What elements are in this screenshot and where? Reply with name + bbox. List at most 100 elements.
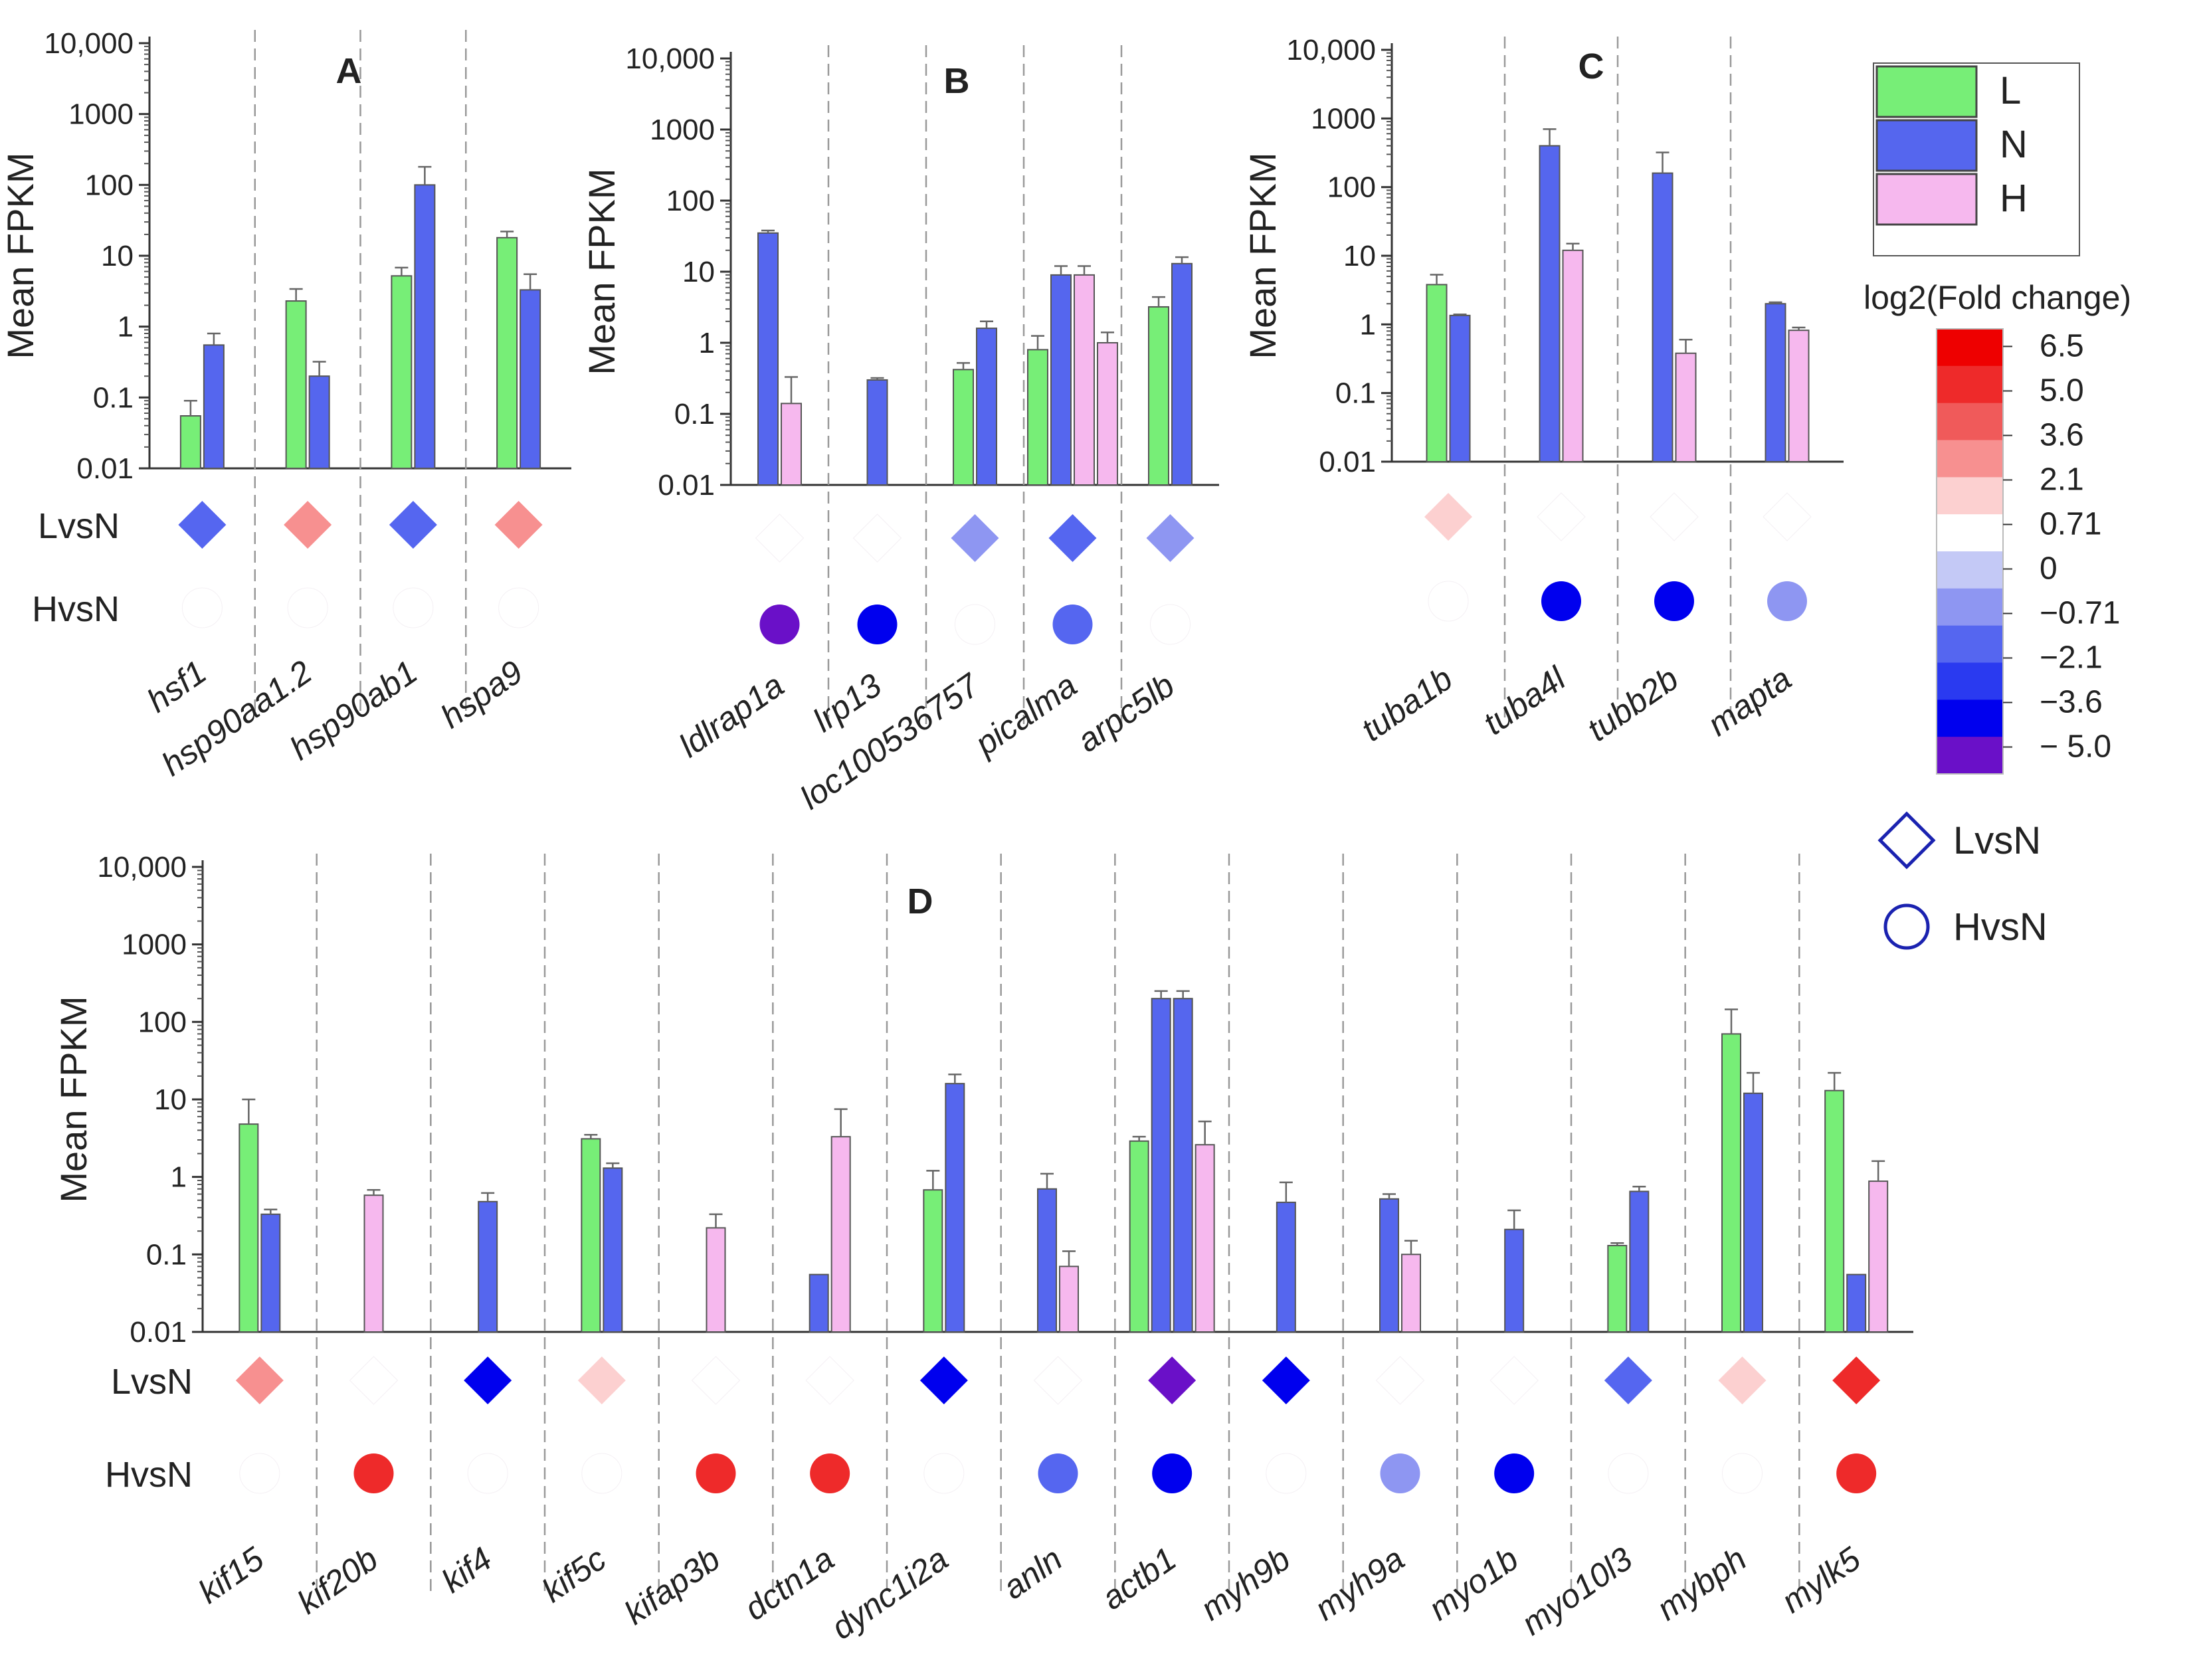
lvsn-diamond-hsp90ab1 (389, 501, 437, 549)
y-axis-label: Mean FPKM (1242, 152, 1284, 359)
lvsn-diamond-kif4 (464, 1356, 512, 1404)
bar-H-picalma (1097, 342, 1118, 486)
category-tubb2b: tubb2b (1580, 37, 1699, 749)
bar-N-dync1i2a (945, 1083, 965, 1333)
colorbar-tick-label: 2.1 (2040, 462, 2084, 498)
row-label-hvsn: HvsN (105, 1455, 193, 1495)
category-label: kif4 (435, 1540, 499, 1600)
category-hsf1: hsf1 (140, 332, 227, 719)
bar-N-loc100536757 (976, 327, 997, 486)
y-tick-label: 100 (1327, 171, 1376, 204)
y-tick-label: 10 (1343, 240, 1376, 272)
hvsn-circle-kif15 (239, 1453, 280, 1494)
bar-N-tuba4l (1539, 145, 1561, 462)
category-label: myo10l3 (1515, 1540, 1639, 1642)
hvsn-circle-dync1i2a (923, 1453, 965, 1494)
y-tick-label: 1 (1360, 308, 1376, 341)
category-label: myh9a (1308, 1540, 1411, 1628)
category-label: kif15 (191, 1540, 270, 1611)
bar-H-mylk5 (1868, 1180, 1889, 1333)
category-myh9a: myh9a (1308, 854, 1425, 1628)
y-axis-label: Mean FPKM (52, 996, 94, 1202)
hvsn-circle-anln (1038, 1453, 1078, 1493)
bar-N-mybph (1743, 1092, 1763, 1333)
colorbar-step (1937, 662, 2003, 701)
legend-swatch-N (1875, 119, 1978, 172)
hvsn-circle-hsf1 (181, 587, 223, 628)
lvsn-diamond-kif20b (349, 1356, 399, 1405)
bar-N-myo1b (1504, 1228, 1525, 1333)
panel-letter: A (336, 51, 362, 91)
bar-N-hspa9 (520, 289, 541, 469)
y-tick-label: 100 (85, 169, 134, 201)
y-tick-label: 0.01 (76, 452, 134, 485)
bar-L-loc100536757 (953, 369, 974, 486)
bar-N-picalma (1050, 274, 1072, 486)
bar-L-picalma (1027, 349, 1048, 486)
lvsn-diamond-actb1 (1148, 1356, 1196, 1404)
y-tick-label: 10,000 (44, 27, 134, 60)
y-tick-label: 0.01 (658, 469, 715, 502)
y-tick-label: 10 (101, 240, 134, 272)
category-label: mapta (1701, 660, 1798, 743)
colorbar-step (1937, 365, 2003, 404)
y-tick-label: 10,000 (97, 851, 187, 884)
category-label: dync1i2a (824, 1540, 955, 1647)
y-tick-label: 100 (138, 1006, 187, 1038)
y-tick-label: 0.1 (146, 1238, 187, 1271)
colorbar-tick-label: −2.1 (2040, 640, 2103, 676)
bar-H-tuba4l (1562, 249, 1584, 462)
bar-H-mapta (1788, 329, 1810, 462)
lvsn-diamond-lrp13 (852, 513, 902, 563)
lvsn-diamond-kifap3b (691, 1356, 741, 1405)
bar-N-kif5c (603, 1167, 623, 1333)
panel-letter: C (1579, 47, 1604, 86)
hvsn-circle-lrp13 (857, 605, 898, 644)
chart-panels: 0.01 0.1 1 10 100 1000 10,000 Mean FPKM A LvsN Hvs… (0, 27, 1913, 1647)
bar-N-arpc5lb (1171, 262, 1193, 486)
legend-swatch-L (1875, 65, 1978, 118)
bar-L-kif15 (239, 1123, 259, 1333)
y-tick-label: 0.01 (130, 1316, 187, 1349)
lvsn-diamond-myo10l3 (1604, 1356, 1652, 1404)
y-tick-label: 0.1 (674, 398, 715, 430)
y-tick-label: 10 (682, 256, 715, 288)
category-label: mylk5 (1774, 1540, 1867, 1620)
bar-L-mybph (1721, 1033, 1741, 1333)
hvsn-circle-myh9b (1266, 1453, 1307, 1494)
bar-N-tubb2b (1652, 172, 1674, 462)
hvsn-circle-kif4 (467, 1453, 508, 1494)
bar-L-hspa9 (496, 236, 518, 469)
category-label: picalma (967, 666, 1084, 763)
y-tick-label: 1000 (1311, 102, 1376, 135)
legend-shape-label: HvsN (1953, 905, 2048, 949)
panel-B: 0.01 0.1 1 10 100 1000 10,000 Mean FPKM Bldlrap1… (581, 43, 1219, 816)
bar-N-myh9a (1379, 1198, 1399, 1333)
bar-N-dctn1a (809, 1273, 829, 1333)
hvsn-circle-actb1 (1152, 1453, 1193, 1493)
bar-N-kif4 (478, 1200, 498, 1333)
colorbar-step (1937, 588, 2003, 626)
y-tick-label: 0.01 (1319, 446, 1376, 478)
category-label: loc100536757 (793, 666, 987, 816)
colorbar-step (1937, 514, 2003, 552)
category-label: myh9b (1194, 1540, 1297, 1628)
y-tick-label: 0.1 (93, 381, 134, 414)
category-label: arpc5lb (1070, 666, 1181, 759)
bar-L-mylk5 (1824, 1089, 1845, 1333)
category-actb1: actb1 (1095, 854, 1215, 1617)
y-axis-label: Mean FPKM (581, 168, 622, 375)
bar-H-tubb2b (1675, 352, 1697, 462)
hvsn-circle-tuba4l (1541, 581, 1581, 621)
legend-label-L: L (2000, 69, 2021, 112)
bar-N-hsp90aa1.2 (308, 375, 330, 469)
category-label: ldlrap1a (672, 666, 791, 765)
colorbar-step (1937, 551, 2003, 589)
legend-circle-icon (1883, 903, 1930, 950)
hvsn-circle-kif5c (581, 1453, 622, 1494)
hvsn-circle-hspa9 (498, 587, 539, 628)
colorbar-tick-label: 0 (2040, 551, 2057, 587)
bar-L-myo10l3 (1607, 1245, 1628, 1333)
lvsn-diamond-picalma (1048, 514, 1097, 562)
